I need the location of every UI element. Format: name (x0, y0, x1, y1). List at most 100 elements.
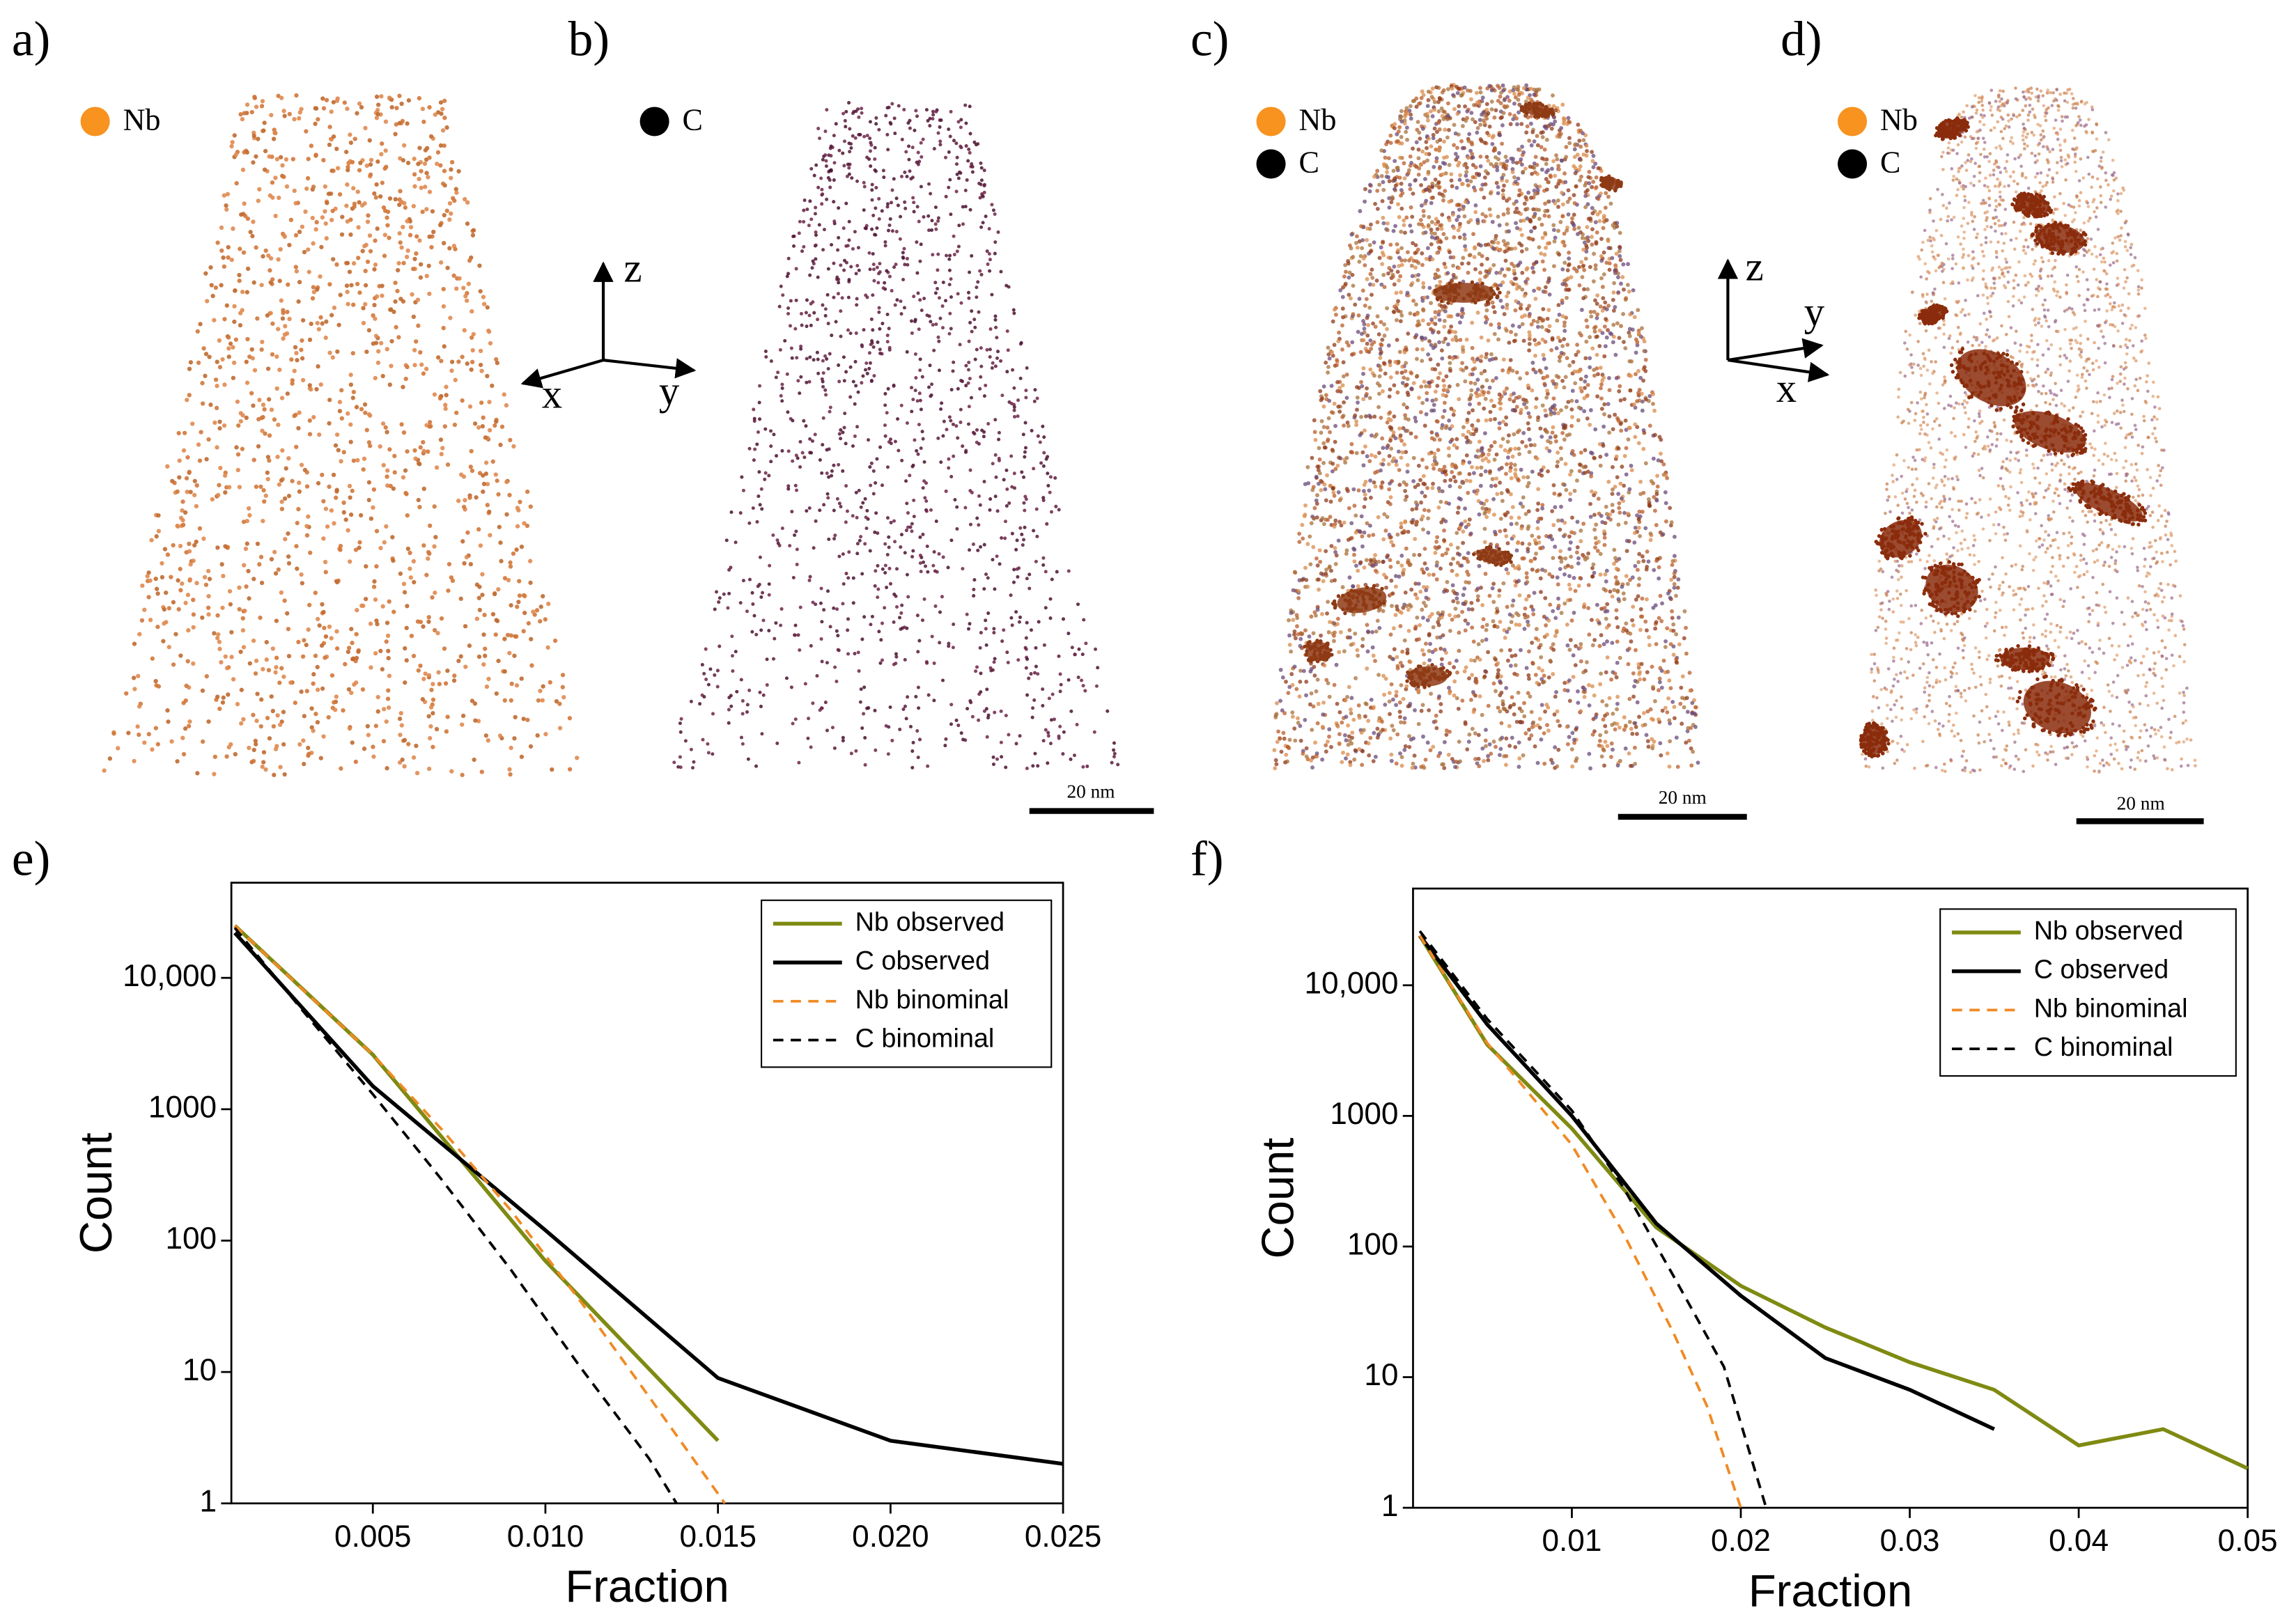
atom (362, 244, 367, 249)
atom (885, 312, 890, 317)
atom (1025, 766, 1029, 770)
atom (993, 418, 998, 422)
atom (885, 516, 890, 520)
atom (1333, 423, 1338, 428)
atom (729, 565, 733, 570)
atom (783, 338, 787, 343)
atom (915, 271, 920, 275)
atom (1353, 632, 1358, 636)
atom (171, 662, 176, 667)
atom (1523, 731, 1528, 736)
atom (1533, 556, 1537, 561)
atom (421, 543, 426, 548)
atom (378, 194, 383, 199)
atom (1645, 739, 1650, 744)
atom (994, 325, 998, 329)
atom (321, 106, 327, 111)
atom (1551, 223, 1556, 228)
atom (977, 718, 981, 722)
atom (237, 485, 242, 490)
atom (932, 549, 936, 554)
atom (337, 192, 343, 197)
atom (798, 439, 802, 444)
atom (451, 273, 456, 278)
atom (351, 261, 357, 266)
atom (1609, 677, 1614, 682)
atom (912, 295, 916, 299)
atom (1519, 157, 1523, 162)
atom (1303, 717, 1308, 722)
atom (1605, 744, 1610, 749)
atom (1406, 529, 1411, 534)
atom (1613, 575, 1618, 579)
atom (1530, 265, 1535, 270)
atom (378, 648, 383, 653)
atom (1592, 693, 1597, 698)
atom (296, 639, 301, 645)
atom (794, 267, 798, 271)
atom (296, 299, 301, 304)
atom (245, 216, 251, 221)
atom (1513, 653, 1518, 658)
atom (747, 688, 752, 692)
atom (826, 366, 830, 371)
atom (304, 643, 309, 648)
atom (1527, 139, 1532, 143)
atom (847, 550, 851, 554)
atom (107, 756, 113, 761)
atom (397, 93, 402, 98)
atom (1597, 328, 1602, 333)
atom (855, 303, 859, 307)
atom (938, 316, 943, 320)
atom (1385, 327, 1389, 331)
atom (554, 698, 559, 704)
atom (968, 622, 972, 626)
atom (1326, 365, 1331, 369)
atom (979, 671, 983, 676)
atom (825, 197, 829, 201)
atom (1530, 130, 1535, 134)
atom (827, 475, 831, 479)
atom (1593, 536, 1598, 540)
atom (295, 566, 300, 571)
atom (820, 620, 824, 624)
atom (916, 291, 920, 295)
atom (421, 486, 426, 492)
atom (346, 411, 350, 416)
atom (1487, 459, 1491, 464)
atom (905, 256, 909, 260)
atom (368, 172, 373, 177)
atom (1567, 141, 1572, 146)
atom (412, 448, 417, 453)
atom (805, 298, 809, 302)
atom (826, 496, 830, 500)
atom (1275, 740, 1280, 744)
atom (228, 341, 233, 346)
atom (1458, 173, 1463, 178)
atom (1045, 522, 1049, 526)
atom (965, 178, 969, 182)
atom (449, 359, 455, 364)
atom (385, 347, 389, 352)
atom (857, 132, 861, 136)
atom (1357, 259, 1362, 264)
atom (949, 327, 953, 331)
atom (256, 136, 261, 141)
atom (468, 464, 473, 469)
atom (814, 519, 818, 523)
atom (304, 186, 309, 192)
atom (1386, 553, 1390, 558)
atom (374, 94, 380, 100)
atom (1484, 155, 1489, 159)
atom (403, 646, 408, 651)
atom (1331, 461, 1335, 466)
atom (1429, 231, 1434, 235)
atom (411, 314, 416, 320)
atom (538, 618, 543, 624)
atom (692, 760, 696, 764)
atom (900, 603, 904, 607)
atom (210, 497, 215, 502)
atom (704, 647, 708, 651)
atom (405, 364, 410, 370)
atom (807, 506, 812, 510)
